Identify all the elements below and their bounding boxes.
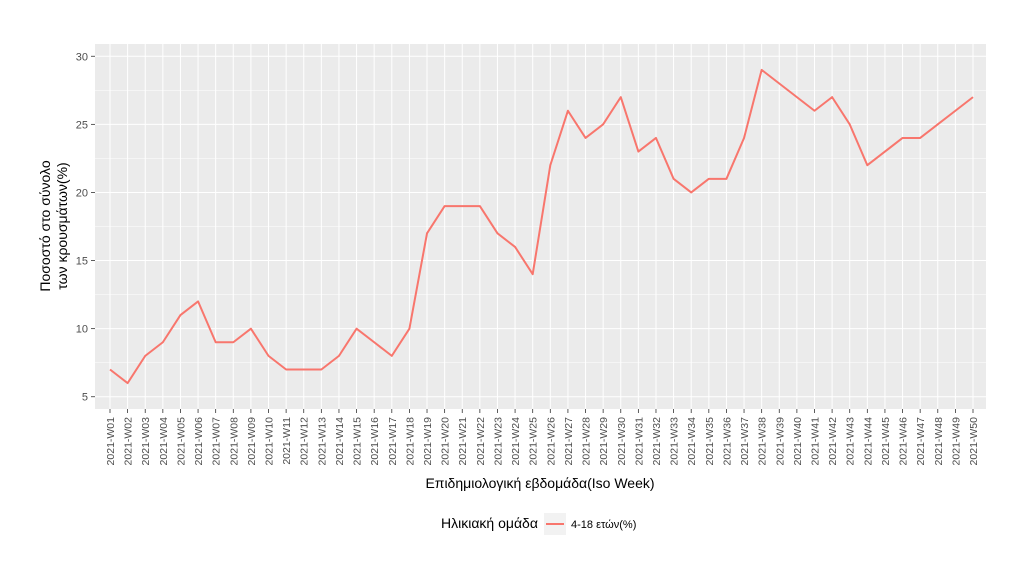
x-tick-label: 2021-W41 <box>809 417 821 466</box>
x-tick-label: 2021-W25 <box>528 417 540 466</box>
y-axis-title: Ποσοστό στο σύνολο των κρουσμάτων(%) <box>37 160 70 291</box>
x-tick-label: 2021-W28 <box>581 417 593 466</box>
x-tick-label: 2021-W01 <box>105 417 117 466</box>
x-tick-label: 2021-W07 <box>211 417 223 466</box>
x-tick-label: 2021-W50 <box>968 417 980 466</box>
series-layer <box>109 68 974 385</box>
x-tick-label: 2021-W02 <box>123 417 135 466</box>
x-tick-label: 2021-W03 <box>140 417 152 466</box>
major-gridlines <box>95 44 986 409</box>
y-axis-title-line-1: Ποσοστό στο σύνολο <box>37 160 53 291</box>
x-tick-label: 2021-W18 <box>404 417 416 466</box>
x-tick-label: 2021-W06 <box>193 417 205 466</box>
x-tick-label: 2021-W14 <box>334 417 346 466</box>
x-tick-label: 2021-W29 <box>598 417 610 466</box>
series-line <box>109 68 974 385</box>
x-tick-label: 2021-W39 <box>774 417 786 466</box>
x-tick-label: 2021-W47 <box>915 417 927 466</box>
y-axis-title-line-2: των κρουσμάτων(%) <box>54 162 70 289</box>
y-tick-label: 30 <box>76 51 88 63</box>
x-tick-label: 2021-W48 <box>933 417 945 466</box>
legend-title: Ηλικιακή ομάδα <box>441 515 538 531</box>
x-tick-label: 2021-W43 <box>845 417 857 466</box>
x-tick-label: 2021-W27 <box>563 417 575 466</box>
x-tick-label: 2021-W32 <box>651 417 663 466</box>
x-tick-label: 2021-W12 <box>299 417 311 466</box>
x-tick-label: 2021-W20 <box>440 417 452 466</box>
x-tick-label: 2021-W49 <box>950 417 962 466</box>
y-axis: 5 10 15 20 25 30 <box>76 51 95 404</box>
x-tick-label: 2021-W21 <box>457 417 469 466</box>
x-tick-label: 2021-W16 <box>369 417 381 466</box>
x-tick-label: 2021-W13 <box>316 417 328 466</box>
x-tick-label: 2021-W24 <box>510 417 522 466</box>
x-tick-label: 2021-W15 <box>352 417 364 466</box>
x-tick-label: 2021-W11 <box>281 417 293 465</box>
x-tick-label: 2021-W23 <box>492 417 504 466</box>
x-tick-label: 2021-W44 <box>862 417 874 466</box>
x-tick-label: 2021-W35 <box>704 417 716 466</box>
x-tick-label: 2021-W26 <box>545 417 557 466</box>
x-tick-label: 2021-W22 <box>475 417 487 466</box>
x-tick-label: 2021-W09 <box>246 417 258 466</box>
legend: Ηλικιακή ομάδα 4-18 ετών(%) <box>441 513 636 535</box>
x-axis-title: Επιδημιολογική εβδομάδα(Iso Week) <box>425 475 654 491</box>
y-tick-label: 10 <box>76 324 88 336</box>
x-tick-label: 2021-W17 <box>387 417 399 466</box>
x-tick-label: 2021-W42 <box>827 417 839 466</box>
x-tick-label: 2021-W37 <box>739 417 751 466</box>
x-tick-label: 2021-W38 <box>757 417 769 466</box>
x-tick-label: 2021-W31 <box>633 417 645 466</box>
x-tick-label: 2021-W40 <box>792 417 804 466</box>
x-tick-label: 2021-W34 <box>686 417 698 466</box>
x-tick-label: 2021-W05 <box>175 417 187 466</box>
x-tick-label: 2021-W33 <box>669 417 681 466</box>
x-tick-label: 2021-W19 <box>422 417 434 466</box>
x-tick-label: 2021-W36 <box>721 417 733 466</box>
y-tick-label: 20 <box>76 187 88 199</box>
legend-label: 4-18 ετών(%) <box>571 519 636 531</box>
x-tick-label: 2021-W46 <box>898 417 910 466</box>
x-tick-label: 2021-W45 <box>880 417 892 466</box>
x-tick-label: 2021-W30 <box>616 417 628 466</box>
x-tick-label: 2021-W04 <box>158 417 170 466</box>
y-tick-label: 15 <box>76 256 88 268</box>
x-axis: 2021-W01 2021-W02 2021-W03 2021-W04 2021-W05… <box>105 409 980 465</box>
y-tick-label: 5 <box>82 392 88 404</box>
x-tick-label: 2021-W10 <box>264 417 276 466</box>
x-tick-label: 2021-W08 <box>228 417 240 466</box>
y-tick-label: 25 <box>76 119 88 131</box>
